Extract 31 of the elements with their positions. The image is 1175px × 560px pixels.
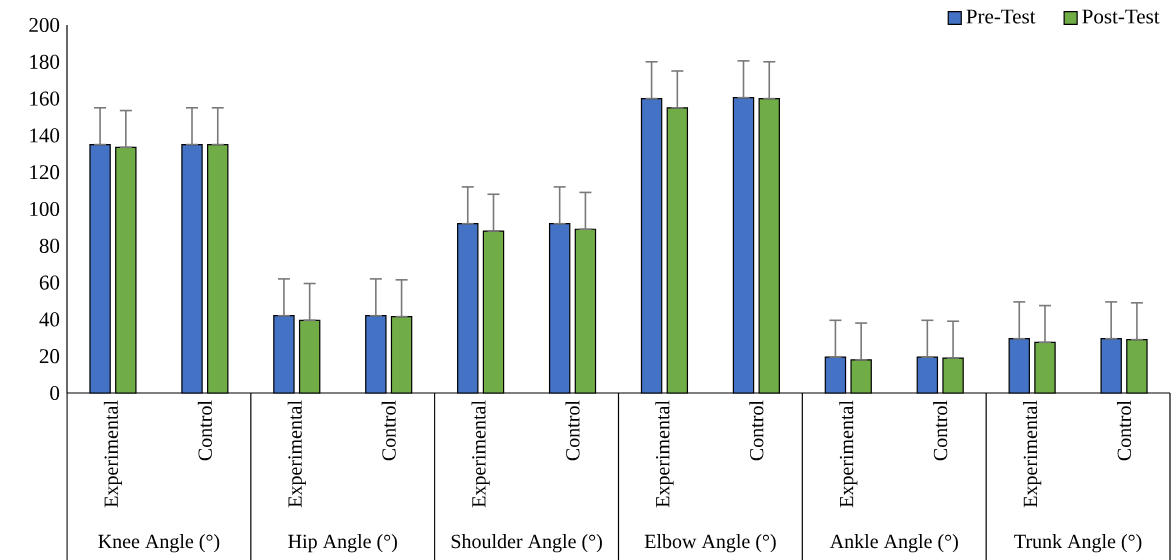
legend-label: Post-Test: [1082, 9, 1160, 24]
y-tick-label: 180: [30, 54, 60, 69]
text: Ankle Angle (°): [829, 534, 958, 553]
x-tick-label: Control: [933, 400, 948, 461]
y-tick-label: 140: [30, 128, 60, 143]
y-tick-label: 200: [29, 17, 60, 33]
x-tick-label: Control: [565, 400, 580, 461]
legend-label: Pre-Test: [966, 9, 1036, 24]
text: Elbow Angle (°): [644, 534, 776, 553]
text: Trunk Angle (°): [1014, 534, 1142, 553]
x-tick-label: Experimental: [655, 400, 674, 508]
y-tick-label: 20: [39, 349, 60, 364]
x-tick-label: Control: [749, 400, 764, 461]
y-tick-label: 120: [30, 165, 60, 180]
x-tick-label: Control: [381, 400, 396, 461]
x-tick-label: Control: [1116, 400, 1132, 461]
y-tick-label: 40: [39, 312, 60, 327]
x-tick-label: Experimental: [103, 400, 123, 508]
text: Shoulder Angle (°): [451, 534, 602, 553]
x-tick-label: Experimental: [839, 400, 858, 508]
y-tick-label: 80: [39, 238, 60, 253]
text: Knee Angle (°): [98, 534, 220, 553]
text: Hip Angle (°): [288, 534, 397, 553]
y-tick-label: 60: [39, 275, 60, 290]
y-tick-label: 100: [30, 201, 60, 217]
x-tick-label: Experimental: [471, 400, 490, 508]
x-tick-label: Experimental: [287, 400, 306, 508]
x-tick-label: Experimental: [1023, 400, 1042, 508]
x-tick-label: Control: [197, 400, 212, 461]
y-tick-label: 160: [30, 91, 60, 106]
y-tick-label: 0: [50, 385, 60, 401]
